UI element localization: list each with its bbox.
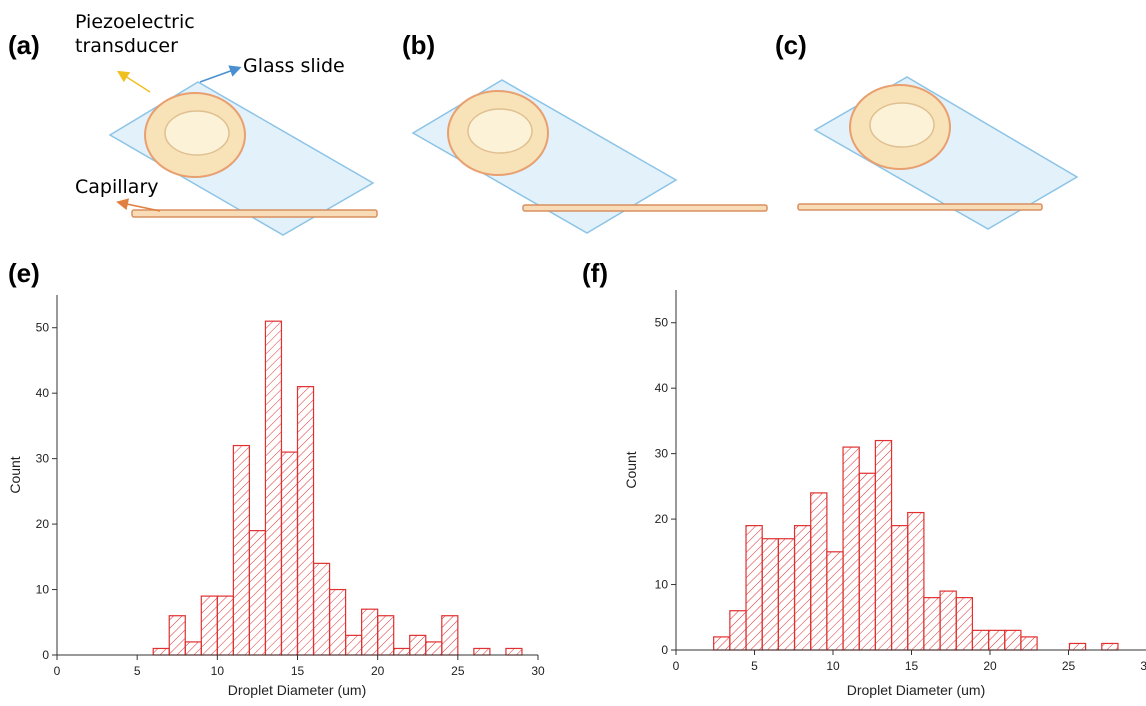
- y-tick-label: 20: [36, 517, 50, 531]
- bar: [201, 596, 217, 655]
- panel-label: (b): [402, 30, 435, 60]
- bar: [811, 493, 827, 650]
- bar: [281, 452, 297, 655]
- x-tick-label: 10: [211, 664, 225, 678]
- bar: [362, 609, 378, 655]
- y-tick-label: 30: [36, 452, 50, 466]
- panel-label: (f): [582, 258, 608, 288]
- diagram-b: [413, 80, 767, 233]
- bar: [762, 539, 778, 650]
- x-tick-label: 0: [673, 659, 680, 673]
- panel-label: (e): [8, 258, 40, 288]
- bar: [1005, 630, 1021, 650]
- y-tick-label: 40: [655, 381, 669, 395]
- bar: [940, 591, 956, 650]
- y-tick-label: 30: [655, 447, 669, 461]
- bar: [442, 616, 458, 655]
- bar: [1021, 637, 1037, 650]
- x-tick-label: 30: [531, 664, 545, 678]
- bar: [827, 552, 843, 650]
- bar: [778, 539, 794, 650]
- bar: [875, 441, 891, 650]
- y-tick-label: 0: [661, 643, 668, 657]
- panel-label: (a): [8, 30, 40, 60]
- bar: [1102, 643, 1118, 650]
- figure: Piezoelectric transducer Glass slide Cap…: [0, 0, 1146, 706]
- bar: [859, 473, 875, 650]
- y-axis-label: Count: [623, 451, 639, 488]
- bar: [989, 630, 1005, 650]
- x-tick-label: 15: [291, 664, 305, 678]
- y-tick-label: 50: [655, 316, 669, 330]
- capillary-label: Capillary: [75, 176, 159, 198]
- x-tick-label: 10: [826, 659, 840, 673]
- y-axis-label: Count: [7, 456, 23, 493]
- y-tick-label: 0: [42, 648, 49, 662]
- bar: [843, 447, 859, 650]
- transducer-label: Piezoelectric: [75, 11, 195, 33]
- diagram-a: [110, 69, 377, 235]
- x-tick-label: 30: [1140, 659, 1146, 673]
- panel-label: (c): [775, 30, 807, 60]
- x-tick-label: 20: [371, 664, 385, 678]
- bar: [378, 616, 394, 655]
- x-axis-label: Droplet Diameter (um): [847, 682, 985, 698]
- x-tick-label: 0: [54, 664, 61, 678]
- bar: [1069, 643, 1085, 650]
- bar: [746, 526, 762, 650]
- y-tick-label: 20: [655, 512, 669, 526]
- bar: [924, 598, 940, 650]
- y-tick-label: 10: [655, 578, 669, 592]
- slide-label: Glass slide: [243, 55, 345, 77]
- x-tick-label: 25: [451, 664, 465, 678]
- bar: [394, 648, 410, 655]
- x-tick-label: 5: [751, 659, 758, 673]
- bar: [956, 598, 972, 650]
- y-tick-label: 40: [36, 386, 50, 400]
- y-tick-label: 10: [36, 583, 50, 597]
- bar: [169, 616, 185, 655]
- bar: [892, 526, 908, 650]
- bar: [233, 446, 249, 655]
- x-axis-label: Droplet Diameter (um): [228, 682, 366, 698]
- bar: [714, 637, 730, 650]
- bar: [795, 526, 811, 650]
- bar: [330, 590, 346, 655]
- x-tick-label: 20: [983, 659, 997, 673]
- bar: [972, 630, 988, 650]
- diagram-c: [798, 77, 1077, 229]
- bar: [185, 642, 201, 655]
- bar: [314, 563, 330, 655]
- bar: [153, 648, 169, 655]
- transducer-label: transducer: [75, 35, 178, 57]
- bar: [298, 387, 314, 655]
- bar: [249, 531, 265, 655]
- bar: [217, 596, 233, 655]
- y-tick-label: 50: [36, 321, 50, 335]
- bar: [426, 642, 442, 655]
- x-tick-label: 15: [905, 659, 919, 673]
- bar: [346, 635, 362, 655]
- x-tick-label: 5: [134, 664, 141, 678]
- x-tick-label: 25: [1062, 659, 1076, 673]
- bar: [506, 648, 522, 655]
- bar: [265, 321, 281, 655]
- bar: [474, 648, 490, 655]
- bar: [730, 611, 746, 650]
- bar: [410, 635, 426, 655]
- bar: [908, 513, 924, 650]
